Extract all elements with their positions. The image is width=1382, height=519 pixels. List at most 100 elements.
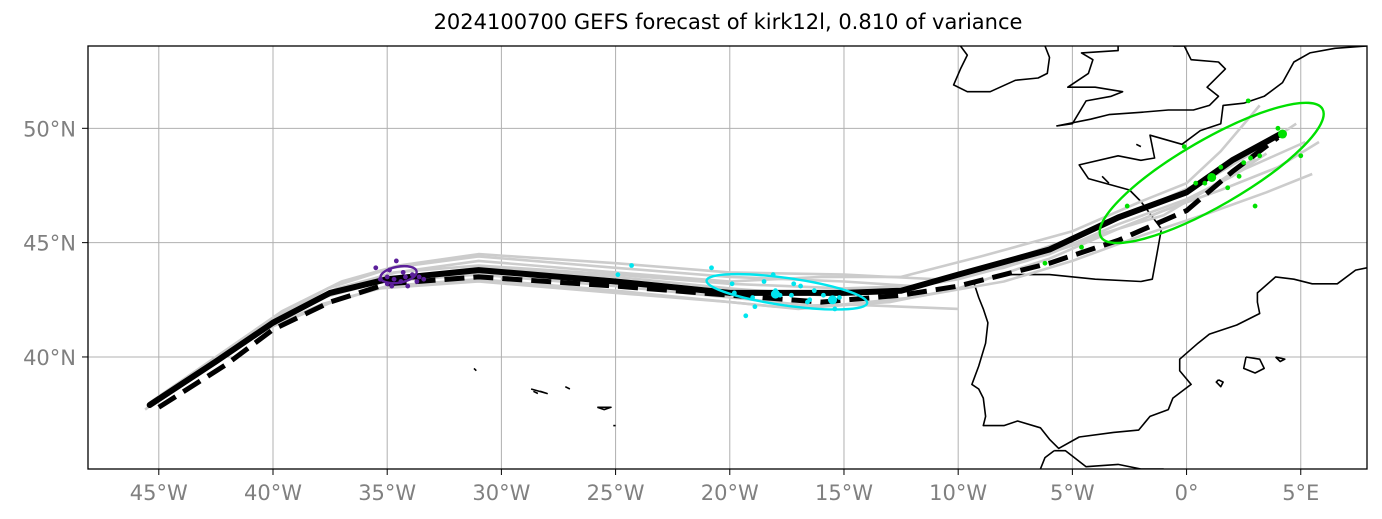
position-point-t1 — [393, 258, 399, 264]
position-point-t2 — [709, 265, 714, 271]
y-tick-label: 40°N — [23, 346, 76, 370]
x-tick-label: 45°W — [130, 481, 188, 505]
position-point-t2 — [729, 281, 735, 287]
x-tick-label: 0° — [1175, 481, 1199, 505]
position-point-t3 — [1248, 155, 1253, 161]
ensemble-positions — [373, 98, 1304, 319]
position-point-t3 — [1042, 260, 1048, 266]
position-point-t1 — [421, 276, 427, 282]
chart-title: 2024100700 GEFS forecast of kirk12l, 0.8… — [433, 10, 1023, 34]
coastline — [1215, 379, 1224, 388]
mean-position-t3 — [1207, 172, 1217, 182]
gridlines — [88, 46, 1367, 469]
position-point-t2 — [743, 313, 749, 319]
position-point-t2 — [798, 283, 803, 289]
position-point-t1 — [416, 274, 422, 280]
map-frame — [87, 45, 1368, 470]
position-point-t2 — [761, 279, 767, 284]
position-point-t3 — [1245, 98, 1251, 104]
coastline — [1056, 46, 1124, 127]
position-point-t3 — [1193, 180, 1199, 186]
position-point-t2 — [752, 304, 758, 310]
coastline — [564, 385, 571, 390]
position-point-t3 — [1218, 164, 1224, 170]
y-tick-label: 50°N — [23, 117, 76, 141]
position-point-t2 — [615, 272, 621, 278]
position-point-t2 — [791, 281, 797, 287]
x-tick-label: 10°W — [929, 481, 987, 505]
coastline — [973, 46, 1367, 285]
coastline — [1039, 450, 1055, 469]
coastline — [473, 367, 477, 372]
coastline — [597, 406, 612, 411]
y-tick-label: 45°N — [23, 232, 76, 256]
position-point-t2 — [750, 295, 756, 300]
position-point-t2 — [821, 292, 826, 298]
position-point-t3 — [1241, 160, 1247, 166]
mean-track-solid — [146, 129, 1286, 408]
coastline — [533, 390, 539, 395]
coastline — [1242, 356, 1265, 374]
mean-tracks — [146, 129, 1286, 410]
position-point-t1 — [389, 283, 395, 289]
position-point-t3 — [1124, 203, 1130, 209]
position-point-t2 — [731, 290, 737, 296]
mean-position-t3 — [1277, 129, 1287, 139]
coastline — [971, 267, 1367, 450]
mean-position-t2 — [828, 295, 838, 305]
ellipse-t3 — [1098, 101, 1325, 245]
position-point-t2 — [789, 292, 794, 298]
position-point-t3 — [1252, 203, 1258, 209]
coastline — [1275, 356, 1286, 363]
x-tick-label: 30°W — [472, 481, 530, 505]
position-point-t3 — [1079, 244, 1084, 250]
mean-position-t2 — [770, 289, 780, 299]
x-tick-label: 35°W — [358, 481, 416, 505]
coastline — [1056, 46, 1227, 127]
position-point-t1 — [384, 274, 390, 280]
position-point-t1 — [398, 279, 404, 284]
x-tick-label: 5°E — [1282, 481, 1319, 505]
position-point-t2 — [629, 263, 634, 268]
position-point-t3 — [1236, 173, 1242, 179]
coastline — [1101, 175, 1110, 184]
position-point-t3 — [1181, 144, 1187, 150]
position-point-t3 — [1298, 153, 1304, 159]
position-point-t3 — [1202, 180, 1208, 186]
mean-track-dashed — [157, 135, 1280, 410]
x-tick-label: 25°W — [587, 481, 645, 505]
position-point-t1 — [373, 265, 379, 271]
coastlines — [473, 46, 1380, 469]
x-tick-label: 40°W — [244, 481, 302, 505]
x-tick-label: 20°W — [701, 481, 759, 505]
position-point-t3 — [1257, 153, 1263, 159]
coastline — [952, 46, 1051, 93]
position-point-t1 — [391, 276, 397, 282]
axis-ticks: 45°W 40°W 35°W 30°W 25°W 20°W 15°W 10°W 5°W 0° 5°E… — [23, 117, 1319, 505]
position-point-t1 — [400, 269, 406, 275]
position-point-t2 — [837, 295, 842, 300]
position-point-t1 — [409, 272, 415, 278]
position-point-t1 — [403, 274, 408, 280]
position-point-t1 — [405, 283, 411, 289]
position-point-t2 — [770, 272, 776, 278]
position-point-t1 — [377, 276, 383, 282]
ensemble-track — [146, 122, 1297, 409]
position-point-t2 — [832, 306, 838, 312]
x-tick-label: 5°W — [1050, 481, 1095, 505]
ensemble-tracks — [144, 104, 1320, 411]
position-point-t3 — [1225, 185, 1231, 191]
position-point-t1 — [387, 267, 392, 273]
position-point-t2 — [811, 288, 817, 294]
position-point-t1 — [384, 281, 390, 287]
coastline — [530, 388, 548, 395]
position-point-t3 — [1275, 125, 1281, 131]
position-point-t1 — [414, 279, 420, 284]
x-tick-label: 15°W — [815, 481, 873, 505]
ensemble-track — [148, 140, 1320, 404]
position-point-t2 — [805, 299, 810, 305]
coastline — [1135, 143, 1142, 148]
ellipse-t2 — [705, 272, 869, 311]
coastline — [1369, 330, 1380, 335]
